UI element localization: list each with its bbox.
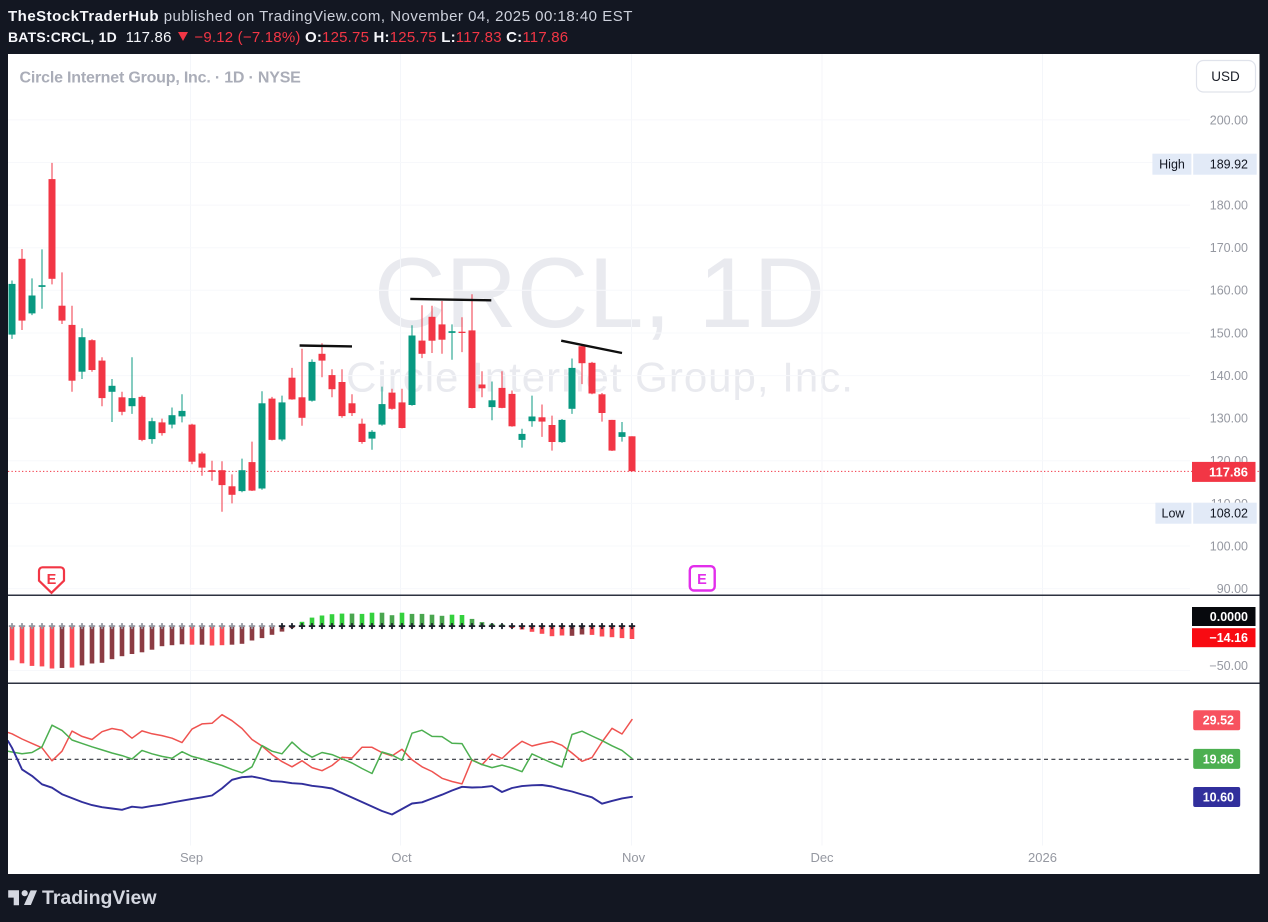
svg-text:189.92: 189.92: [1210, 158, 1248, 172]
svg-text:10.60: 10.60: [1203, 790, 1234, 804]
svg-text:108.02: 108.02: [1210, 507, 1248, 521]
svg-text:200.00: 200.00: [1210, 113, 1248, 127]
svg-text:Oct: Oct: [391, 850, 412, 865]
svg-text:Dec: Dec: [810, 850, 834, 865]
svg-text:170.00: 170.00: [1210, 241, 1248, 255]
svg-text:140.00: 140.00: [1210, 369, 1248, 383]
svg-text:100.00: 100.00: [1210, 539, 1248, 553]
svg-text:130.00: 130.00: [1210, 412, 1248, 426]
svg-text:E: E: [697, 572, 707, 588]
svg-text:117.86: 117.86: [1209, 464, 1248, 479]
svg-text:90.00: 90.00: [1217, 582, 1248, 596]
svg-text:160.00: 160.00: [1210, 284, 1248, 298]
svg-text:29.52: 29.52: [1203, 714, 1234, 728]
svg-text:USD: USD: [1211, 69, 1240, 84]
svg-text:−50.00: −50.00: [1209, 659, 1248, 673]
svg-text:CRCL, 1D: CRCL, 1D: [374, 237, 825, 348]
svg-text:Circle Internet Group, Inc.: Circle Internet Group, Inc.: [346, 354, 854, 401]
svg-text:180.00: 180.00: [1210, 199, 1248, 213]
svg-text:−14.16: −14.16: [1209, 631, 1248, 645]
svg-text:High: High: [1159, 158, 1185, 172]
svg-text:0.0000: 0.0000: [1210, 610, 1248, 624]
svg-text:Low: Low: [1162, 507, 1186, 521]
svg-text:150.00: 150.00: [1210, 326, 1248, 340]
svg-text:Nov: Nov: [622, 850, 646, 865]
svg-text:E: E: [47, 572, 57, 588]
svg-text:Sep: Sep: [180, 850, 203, 865]
svg-text:19.86: 19.86: [1203, 752, 1234, 766]
svg-text:2026: 2026: [1028, 850, 1057, 865]
svg-text:Circle Internet Group, Inc. ·: Circle Internet Group, Inc. · 1D · NYSE: [20, 70, 302, 87]
